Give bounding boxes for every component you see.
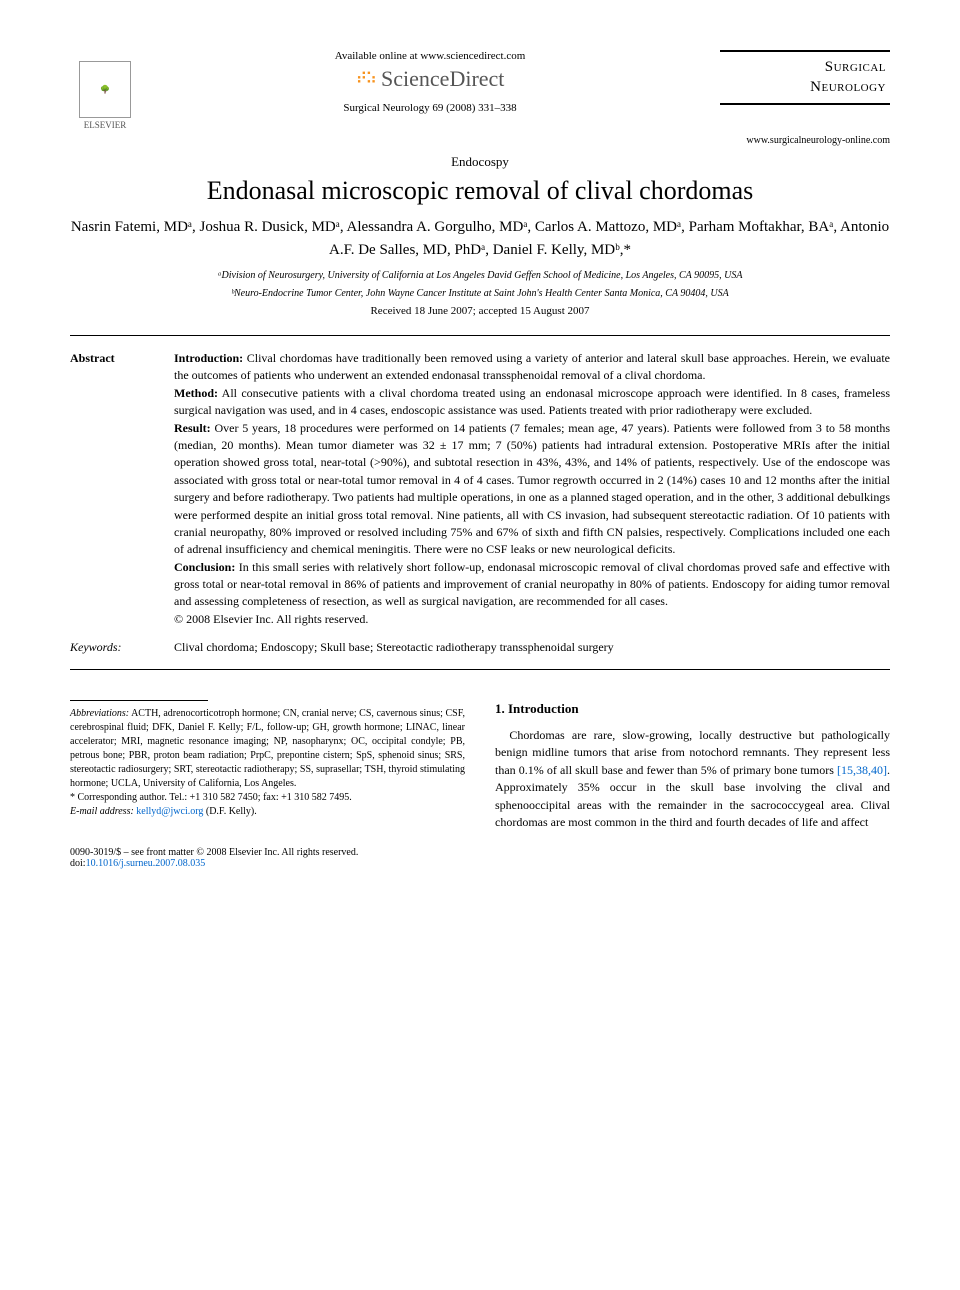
abbrev-label: Abbreviations: (70, 708, 129, 719)
affiliation-b: ᵇNeuro-Endocrine Tumor Center, John Wayn… (70, 287, 890, 301)
divider-top (70, 335, 890, 336)
authors-list: Nasrin Fatemi, MDᵃ, Joshua R. Dusick, MD… (70, 216, 890, 261)
section-label: Endocospy (70, 154, 890, 170)
email-link[interactable]: kellyd@jwci.org (134, 806, 204, 817)
footnotes-block: Abbreviations: ACTH, adrenocorticotroph … (70, 707, 465, 819)
keywords-label: Keywords: (70, 640, 150, 655)
center-header: Available online at www.sciencedirect.co… (140, 50, 720, 114)
journal-box: Surgical Neurology www.surgicalneurology… (720, 50, 890, 146)
elsevier-logo: 🌳 ELSEVIER (70, 50, 140, 130)
abs-copyright: © 2008 Elsevier Inc. All rights reserved… (174, 612, 368, 626)
article-dates: Received 18 June 2007; accepted 15 Augus… (70, 305, 890, 317)
abstract-body: Introduction: Clival chordomas have trad… (174, 350, 890, 628)
journal-title: Surgical Neurology (720, 50, 890, 105)
abs-method-text: All consecutive patients with a clival c… (174, 386, 890, 417)
right-column: 1. Introduction Chordomas are rare, slow… (495, 700, 890, 831)
intro-paragraph: Chordomas are rare, slow-growing, locall… (495, 727, 890, 831)
bottom-left: 0090-3019/$ – see front matter © 2008 El… (70, 847, 358, 869)
citation-line: Surgical Neurology 69 (2008) 331–338 (160, 102, 700, 114)
sciencedirect-text: ScienceDirect (381, 66, 504, 92)
divider-after-abstract (70, 669, 890, 670)
article-title: Endonasal microscopic removal of clival … (70, 176, 890, 206)
bottom-bar: 0090-3019/$ – see front matter © 2008 El… (70, 847, 890, 869)
abbrev-text: ACTH, adrenocorticotroph hormone; CN, cr… (70, 708, 465, 789)
email-label: E-mail address: (70, 806, 134, 817)
keywords-text: Clival chordoma; Endoscopy; Skull base; … (174, 640, 890, 655)
intro-text-a: Chordomas are rare, slow-growing, locall… (495, 728, 890, 777)
journal-line1: Surgical (825, 59, 886, 75)
corr-label: * Corresponding author. (70, 792, 167, 803)
two-column-body: Abbreviations: ACTH, adrenocorticotroph … (70, 700, 890, 831)
doi-link[interactable]: 10.1016/j.surneu.2007.08.035 (86, 858, 206, 869)
sciencedirect-logo: ⠞⠵ ScienceDirect (160, 66, 700, 92)
abs-intro-head: Introduction: (174, 351, 243, 365)
journal-page: 🌳 ELSEVIER Available online at www.scien… (0, 0, 960, 909)
doi-label: doi: (70, 858, 86, 869)
intro-heading: 1. Introduction (495, 700, 890, 719)
journal-url[interactable]: www.surgicalneurology-online.com (720, 135, 890, 146)
footnote-rule (70, 700, 208, 701)
abs-conclusion-text: In this small series with relatively sho… (174, 560, 890, 609)
abstract-label: Abstract (70, 350, 150, 628)
keywords-row: Keywords: Clival chordoma; Endoscopy; Sk… (70, 640, 890, 655)
elsevier-tree-icon: 🌳 (79, 61, 131, 118)
abs-intro-text: Clival chordomas have traditionally been… (174, 351, 890, 382)
front-matter-text: 0090-3019/$ – see front matter © 2008 El… (70, 847, 358, 858)
intro-ref-link[interactable]: [15,38,40] (837, 763, 887, 777)
abs-result-head: Result: (174, 421, 211, 435)
abs-result-text: Over 5 years, 18 procedures were perform… (174, 421, 890, 557)
affiliation-a: ᵃDivision of Neurosurgery, University of… (70, 269, 890, 283)
abs-method-head: Method: (174, 386, 218, 400)
email-who: (D.F. Kelly). (203, 806, 256, 817)
header-row: 🌳 ELSEVIER Available online at www.scien… (70, 50, 890, 146)
corr-text: Tel.: +1 310 582 7450; fax: +1 310 582 7… (167, 792, 352, 803)
elsevier-label: ELSEVIER (84, 120, 127, 130)
available-online-text: Available online at www.sciencedirect.co… (160, 50, 700, 62)
journal-line2: Neurology (810, 79, 886, 95)
abstract-block: Abstract Introduction: Clival chordomas … (70, 350, 890, 628)
left-column: Abbreviations: ACTH, adrenocorticotroph … (70, 700, 465, 831)
sd-dots-icon: ⠞⠵ (356, 69, 375, 89)
abs-conclusion-head: Conclusion: (174, 560, 235, 574)
